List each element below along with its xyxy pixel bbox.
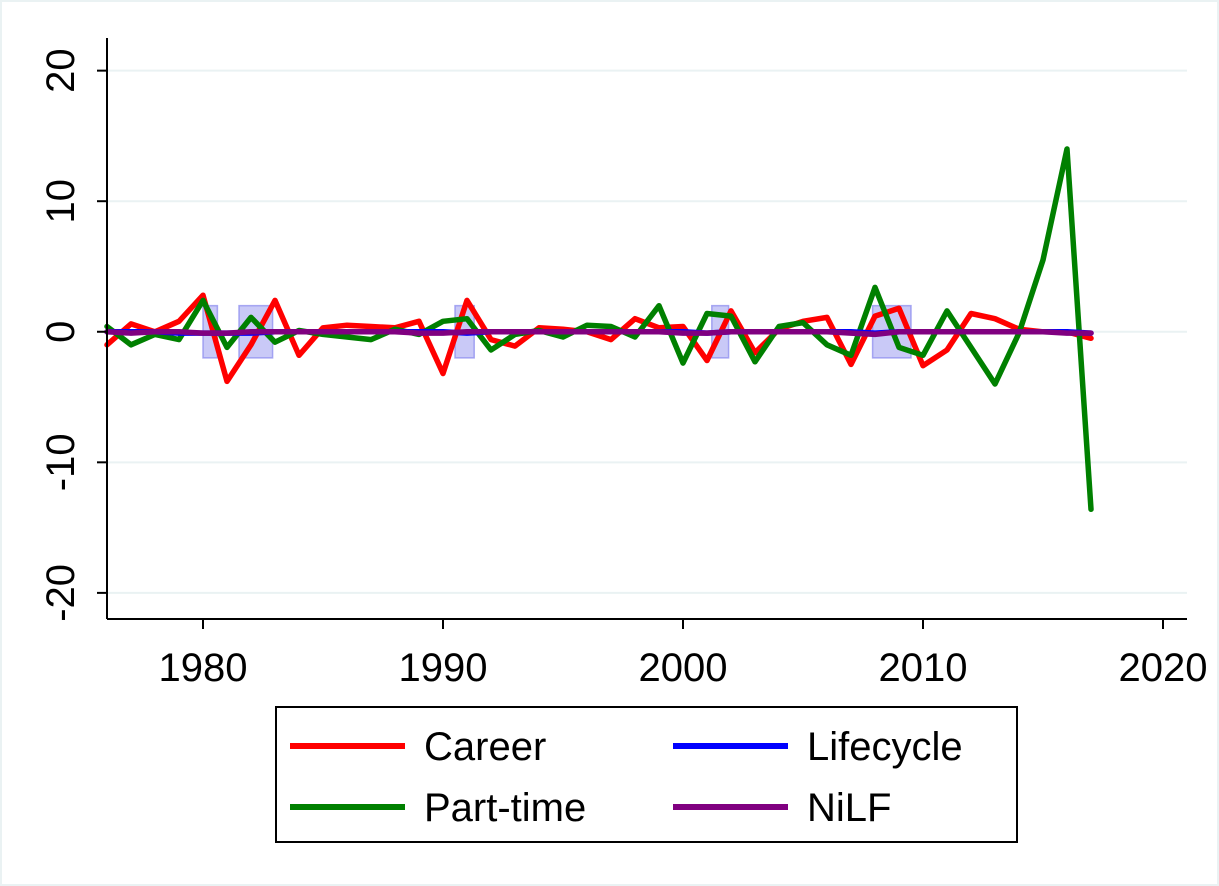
x-tick-label-3: 2010 [879, 646, 968, 690]
y-tick-label-4: 20 [39, 48, 83, 93]
legend-label-career: Career [424, 725, 546, 769]
y-tick-label-2: 0 [39, 321, 83, 343]
legend-label-part-time: Part-time [424, 786, 586, 830]
tick-labels: -20 -10 0 10 20 1980 1990 2000 2010 2020 [39, 48, 1207, 690]
legend: Career Part-time Lifecycle NiLF [275, 706, 1018, 843]
series-line-part-time [104, 146, 1094, 513]
x-tick-label-4: 2020 [1119, 646, 1208, 690]
x-tick-label-0: 1980 [159, 646, 248, 690]
x-tick-label-1: 1990 [399, 646, 488, 690]
y-tick-label-1: -10 [39, 433, 83, 491]
x-tick-label-2: 2000 [639, 646, 728, 690]
legend-label-lifecycle: Lifecycle [807, 725, 963, 769]
legend-box [275, 706, 1018, 843]
series-line-career [104, 292, 1094, 385]
y-tick-label-3: 10 [39, 179, 83, 224]
series-line-nilf [104, 329, 1094, 338]
y-tick-label-0: -20 [39, 564, 83, 622]
series-lines [104, 146, 1094, 513]
legend-label-nilf: NiLF [807, 786, 891, 830]
axes [106, 38, 1187, 620]
